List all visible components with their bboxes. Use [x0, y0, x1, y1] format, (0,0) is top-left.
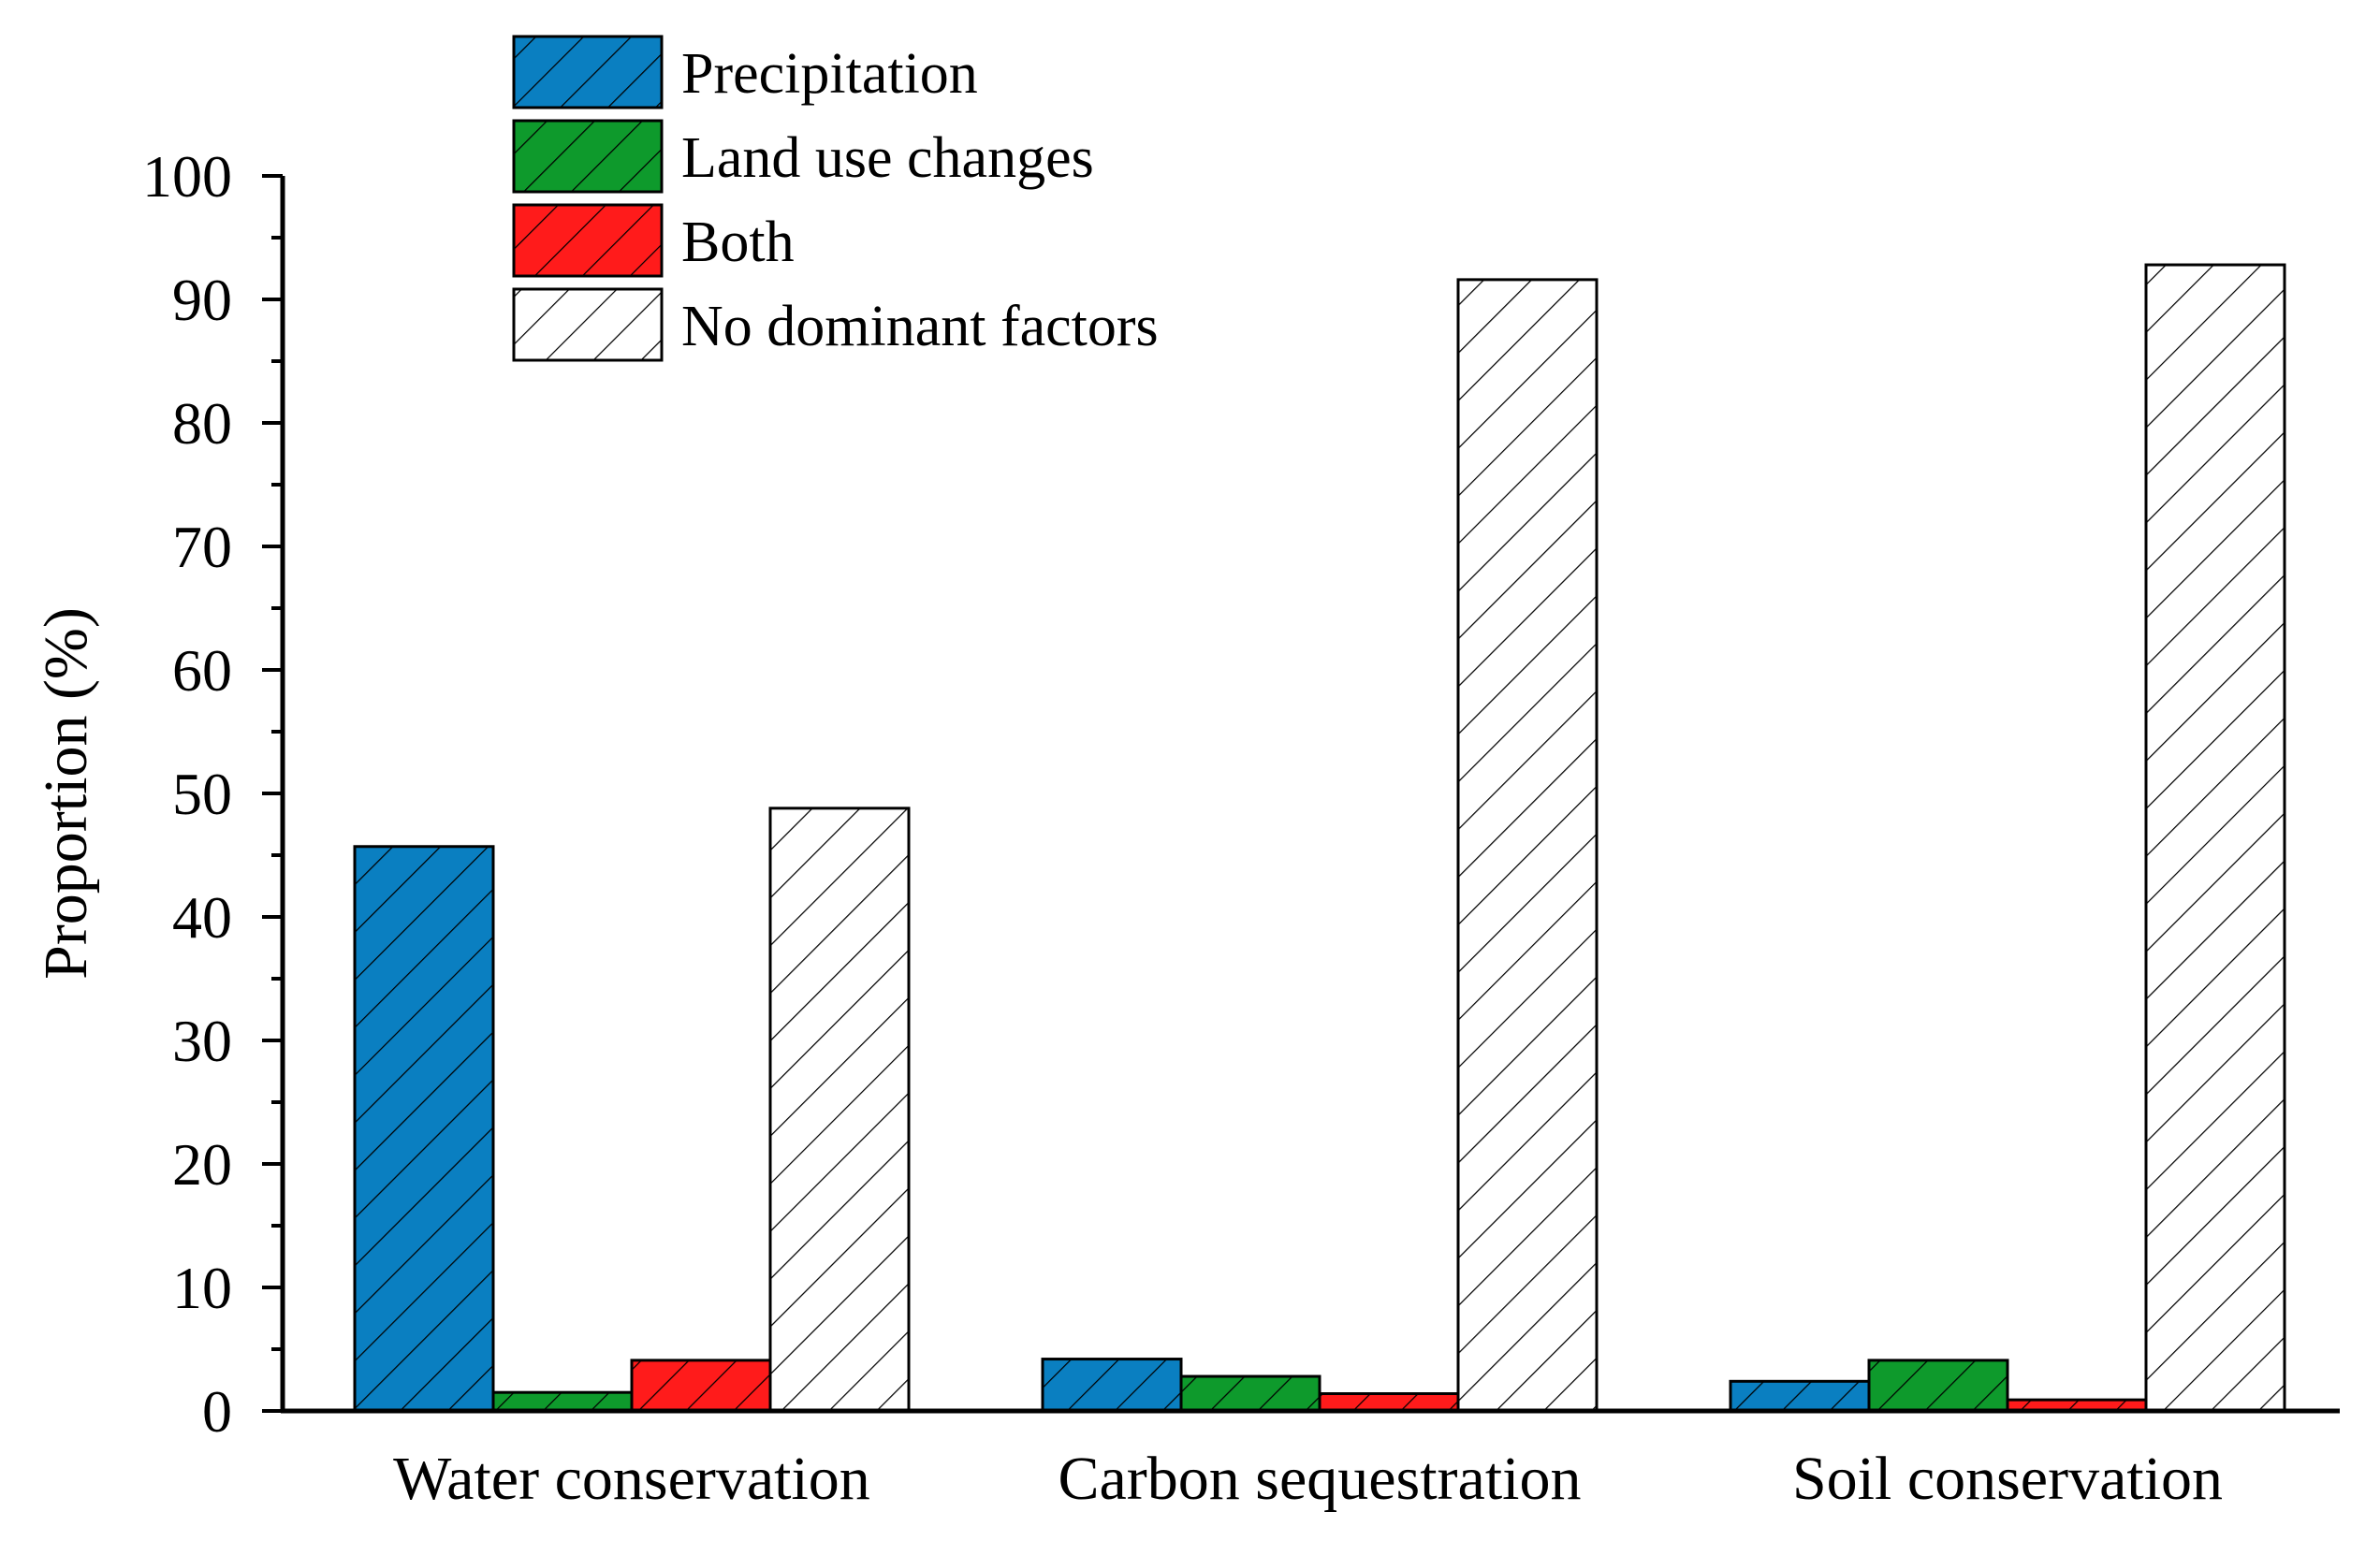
- bars-layer: [353, 263, 2286, 1413]
- y-tick-label-40: 40: [172, 884, 232, 951]
- legend-both-swatch-hatch: [512, 203, 664, 278]
- bar-soil-conservation-land-use-changes-hatch: [1867, 1359, 2009, 1413]
- legend-land-use-changes-swatch-hatch: [512, 119, 664, 194]
- y-tick-label-100: 100: [142, 143, 232, 210]
- x-tick-label-carbon-sequestration: Carbon sequestration: [1058, 1445, 1581, 1513]
- bar-water-conservation-precipitation-hatch: [353, 845, 495, 1413]
- x-tick-labels: Water conservation Carbon sequestration So…: [393, 1445, 2223, 1513]
- legend-no-dominant-factors-label: No dominant factors: [681, 295, 1159, 358]
- x-tick-label-water-conservation: Water conservation: [393, 1445, 870, 1513]
- legend-precipitation-swatch-hatch: [512, 35, 664, 109]
- bar-water-conservation-land-use-changes-hatch: [491, 1390, 634, 1413]
- bar-soil-conservation-precipitation-hatch: [1729, 1379, 1871, 1413]
- legend-both-label: Both: [681, 211, 795, 274]
- y-ticks: 0 10 20 30 40 50 60 70 80 90 100: [142, 143, 283, 1445]
- bar-water-conservation-both-hatch: [630, 1359, 772, 1413]
- y-tick-label-60: 60: [172, 637, 232, 704]
- y-tick-label-70: 70: [172, 514, 232, 580]
- y-tick-label-30: 30: [172, 1008, 232, 1074]
- y-tick-label-90: 90: [172, 267, 232, 333]
- bar-carbon-sequestration-no-dominant-factors-hatch: [1456, 278, 1599, 1413]
- bar-carbon-sequestration-land-use-changes-hatch: [1179, 1374, 1321, 1413]
- bar-water-conservation-no-dominant-factors-hatch: [768, 807, 911, 1413]
- legend-precipitation-label: Precipitation: [681, 42, 978, 106]
- legend-land-use-changes-label: Land use changes: [681, 126, 1094, 190]
- bar-carbon-sequestration-precipitation-hatch: [1041, 1358, 1183, 1413]
- y-axis-title: Proportion (%): [32, 607, 100, 980]
- y-tick-label-80: 80: [172, 390, 232, 457]
- y-tick-label-0: 0: [202, 1378, 232, 1445]
- bar-carbon-sequestration-both-hatch: [1318, 1392, 1460, 1413]
- x-tick-label-soil-conservation: Soil conservation: [1792, 1445, 2223, 1513]
- y-tick-label-20: 20: [172, 1131, 232, 1198]
- y-tick-label-10: 10: [172, 1255, 232, 1321]
- bar-soil-conservation-no-dominant-factors-hatch: [2144, 263, 2286, 1413]
- legend-no-dominant-factors-swatch-hatch: [512, 287, 664, 362]
- legend: Precipitation Land use changes Both No domi…: [512, 35, 1159, 362]
- y-tick-label-50: 50: [172, 761, 232, 827]
